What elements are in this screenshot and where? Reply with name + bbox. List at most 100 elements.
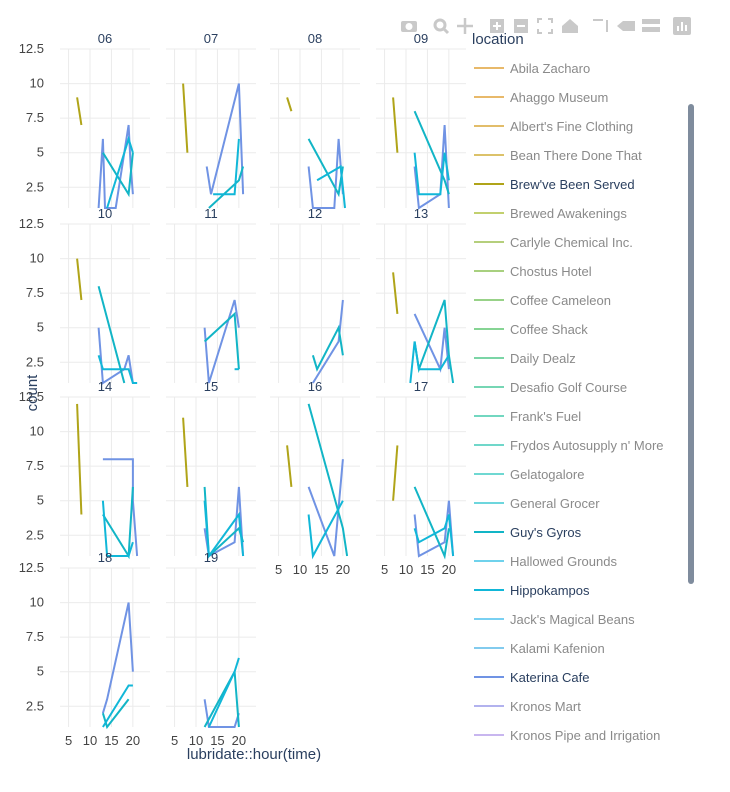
series-line-katerina-cafe[interactable] (97, 124, 134, 209)
legend-item[interactable]: Abila Zacharo (474, 61, 590, 76)
legend-item[interactable]: Frydos Autosupply n' More (474, 438, 664, 453)
y-tick-label: 12.5 (19, 216, 44, 231)
series-line-brew-ve-been-served[interactable] (76, 258, 83, 301)
legend-item[interactable]: General Grocer (474, 496, 600, 511)
series-line-guy-s-gyros[interactable] (413, 486, 450, 560)
x-tick-label: 10 (399, 562, 413, 577)
legend-item[interactable]: Chostus Hotel (474, 264, 592, 279)
legend-item[interactable]: Gelatogalore (474, 467, 584, 482)
legend-label: Brewed Awakenings (510, 206, 627, 221)
series-line-katerina-cafe[interactable] (101, 602, 134, 714)
zoom-out-icon[interactable] (514, 19, 528, 33)
series-line-brew-ve-been-served[interactable] (392, 272, 399, 315)
facet-label: 06 (98, 31, 112, 46)
hover-closest-icon[interactable] (617, 21, 635, 31)
legend-item[interactable]: Ahaggo Museum (474, 90, 608, 105)
facet-panel-16: 16 (270, 379, 360, 560)
legend-item[interactable]: Daily Dealz (474, 351, 576, 366)
y-tick-label: 5 (37, 145, 44, 160)
series-line-hippokampos[interactable] (101, 500, 134, 557)
series-line-katerina-cafe[interactable] (413, 313, 450, 373)
facet-label: 15 (204, 379, 218, 394)
series-line-brew-ve-been-served[interactable] (286, 445, 293, 488)
series-line-guy-s-gyros[interactable] (208, 166, 245, 209)
x-tick-label: 20 (126, 733, 140, 748)
series-line-guy-s-gyros[interactable] (203, 311, 240, 370)
y-tick-label: 12.5 (19, 41, 44, 56)
legend-item[interactable]: Coffee Cameleon (474, 293, 611, 308)
series-line-guy-s-gyros[interactable] (102, 152, 134, 198)
legend-item[interactable]: Brew've Been Served (474, 177, 635, 192)
x-axis-title: lubridate::hour(time) (187, 746, 321, 763)
legend-item[interactable]: Bean There Done That (474, 148, 642, 163)
series-line-guy-s-gyros[interactable] (102, 486, 134, 560)
legend-item[interactable]: Kronos Pipe and Irrigation (474, 728, 660, 743)
legend-item[interactable]: Carlyle Chemical Inc. (474, 235, 633, 250)
reset-axes-icon[interactable] (562, 19, 578, 33)
series-line-hippokampos[interactable] (207, 657, 240, 728)
hover-compare-icon[interactable] (642, 19, 660, 32)
legend-item[interactable]: Guy's Gyros (474, 525, 582, 540)
legend-item[interactable]: Kalami Kafenion (474, 641, 605, 656)
series-line-hippokampos[interactable] (97, 355, 138, 384)
spike-lines-icon[interactable] (593, 19, 608, 32)
series-line-guy-s-gyros[interactable] (97, 285, 126, 384)
zoom-icon[interactable] (433, 18, 450, 35)
series-line-hippokampos[interactable] (307, 500, 344, 560)
series-line-katerina-cafe[interactable] (205, 83, 245, 195)
y-tick-label: 7.5 (26, 629, 44, 644)
facet-label: 13 (414, 206, 428, 221)
legend-item[interactable]: Frank's Fuel (474, 409, 581, 424)
y-tick-label: 5 (37, 493, 44, 508)
legend-item[interactable]: Hippokampos (474, 583, 590, 598)
series-line-brew-ve-been-served[interactable] (76, 97, 83, 126)
legend-item[interactable]: Desafio Golf Course (474, 380, 627, 395)
legend-item[interactable]: Jack's Magical Beans (474, 612, 635, 627)
series-line-guy-s-gyros[interactable] (101, 698, 130, 730)
series-line-katerina-cafe[interactable] (312, 299, 344, 384)
series-line-hippokampos[interactable] (409, 341, 450, 384)
legend-item[interactable]: Albert's Fine Clothing (474, 119, 633, 134)
series-line-hippokampos[interactable] (316, 164, 346, 209)
legend-label: Kronos Mart (510, 699, 581, 714)
zoom-in-icon[interactable] (490, 19, 504, 33)
series-line-katerina-cafe[interactable] (307, 459, 344, 557)
legend-item[interactable]: Katerina Cafe (474, 670, 590, 685)
series-line-hippokampos[interactable] (413, 514, 455, 557)
series-line-hippokampos[interactable] (413, 152, 450, 196)
series-line-brew-ve-been-served[interactable] (286, 97, 293, 112)
series-line-brew-ve-been-served[interactable] (76, 403, 83, 515)
series-line-hippokampos[interactable] (213, 138, 240, 196)
y-tick-label: 7.5 (26, 110, 44, 125)
facet-panel-19: 19 (166, 550, 256, 728)
series-line-brew-ve-been-served[interactable] (182, 83, 189, 153)
pan-icon[interactable] (457, 18, 473, 34)
camera-icon[interactable] (401, 21, 417, 32)
series-line-hippokampos[interactable] (102, 684, 133, 728)
series-line-katerina-cafe[interactable] (203, 486, 245, 558)
series-line-katerina-cafe[interactable] (413, 500, 455, 558)
series-line-guy-s-gyros[interactable] (311, 324, 344, 372)
series-line-guy-s-gyros[interactable] (307, 403, 349, 557)
series-line-katerina-cafe[interactable] (203, 699, 240, 728)
legend-scrollbar[interactable] (688, 104, 694, 584)
facet-label: 14 (98, 379, 112, 394)
series-line-brew-ve-been-served[interactable] (182, 417, 189, 487)
legend-item[interactable]: Brewed Awakenings (474, 206, 627, 221)
series-line-guy-s-gyros[interactable] (413, 110, 450, 195)
series-line-hippokampos[interactable] (106, 135, 134, 209)
series-line-guy-s-gyros[interactable] (413, 299, 455, 384)
series-line-katerina-cafe[interactable] (307, 138, 344, 209)
plotly-logo-icon[interactable] (673, 17, 691, 35)
autoscale-icon[interactable] (537, 18, 553, 34)
series-line-brew-ve-been-served[interactable] (392, 445, 399, 501)
legend-item[interactable]: Kronos Mart (474, 699, 581, 714)
series-line-brew-ve-been-served[interactable] (392, 97, 399, 153)
legend-item[interactable]: Coffee Shack (474, 322, 588, 337)
series-line-katerina-cafe[interactable] (203, 299, 240, 384)
legend-item[interactable]: Hallowed Grounds (474, 554, 617, 569)
series-line-katerina-cafe[interactable] (102, 458, 139, 557)
facet-panel-08: 08 (270, 31, 360, 209)
series-line-hippokampos[interactable] (203, 500, 245, 559)
